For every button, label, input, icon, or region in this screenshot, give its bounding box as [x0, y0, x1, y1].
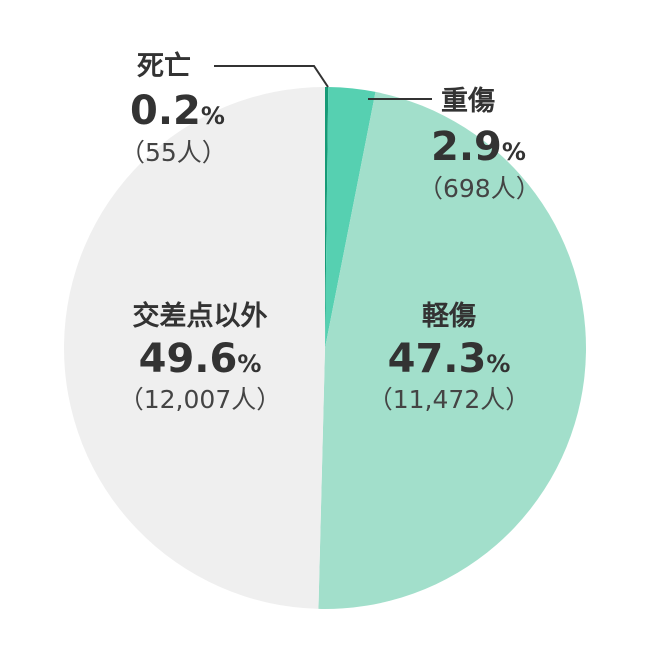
count-serious: （698人）	[418, 174, 541, 203]
label-death: 死亡	[137, 51, 191, 82]
slice-minor	[318, 91, 586, 610]
pie-slices	[63, 87, 586, 610]
label-serious: 重傷	[441, 86, 495, 117]
count-non-intersection: （12,007人）	[119, 385, 281, 414]
slice-serious	[325, 87, 376, 349]
percent-serious: 2.9%	[431, 124, 526, 170]
slice-non-intersection	[63, 87, 326, 609]
label-non-intersection: 交差点以外	[133, 300, 268, 332]
count-minor: （11,472人）	[368, 385, 530, 414]
percent-death: 0.2%	[130, 88, 225, 134]
percent-minor: 47.3%	[388, 336, 511, 382]
count-death: （55人）	[120, 138, 227, 167]
label-minor: 軽傷	[422, 301, 476, 332]
percent-non-intersection: 49.6%	[139, 336, 262, 382]
leader-line-death	[214, 65, 329, 88]
slice-death	[325, 87, 329, 348]
